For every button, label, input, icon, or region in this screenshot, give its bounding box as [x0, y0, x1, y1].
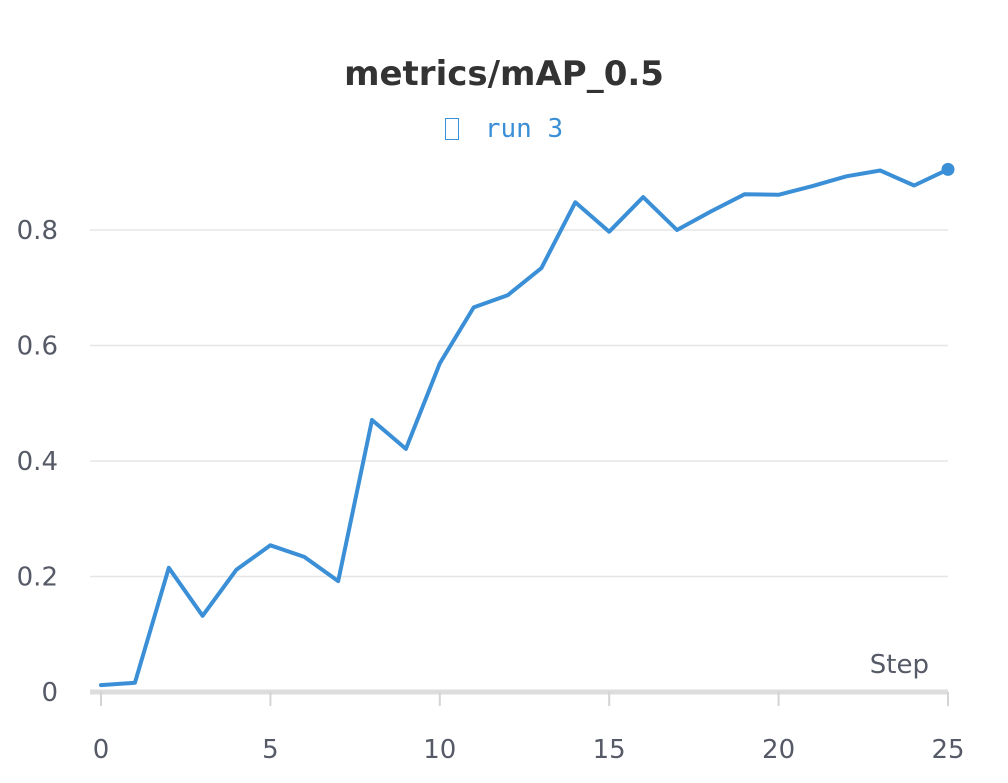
legend[interactable]: run 3: [0, 114, 1008, 144]
y-tick-label: 0: [41, 678, 58, 708]
gridlines: [90, 229, 948, 578]
y-axis-tick-labels: 0 0.2 0.4 0.6 0.8: [17, 216, 58, 708]
x-tick-label: 5: [262, 735, 279, 765]
x-axis: [90, 689, 949, 706]
x-tick-label: 0: [93, 735, 110, 765]
y-tick-label: 0.6: [17, 332, 58, 362]
y-tick-label: 0.4: [17, 447, 58, 477]
y-tick-label: 0.2: [17, 563, 58, 593]
legend-series-label: run 3: [484, 114, 564, 144]
x-axis-title: Step: [870, 650, 929, 680]
y-tick-label: 0.8: [17, 216, 58, 246]
series-group: [99, 162, 955, 688]
x-tick-label: 25: [931, 735, 964, 765]
x-tick-label: 15: [593, 735, 626, 765]
series-end-point: [941, 162, 955, 176]
x-tick-label: 10: [423, 735, 456, 765]
legend-swatch-icon: [444, 118, 459, 140]
chart-title: metrics/mAP_0.5: [344, 54, 664, 94]
series-line: [99, 167, 950, 688]
x-tick-label: 20: [762, 735, 795, 765]
x-axis-tick-labels: 0 5 10 15 20 25: [93, 735, 965, 765]
